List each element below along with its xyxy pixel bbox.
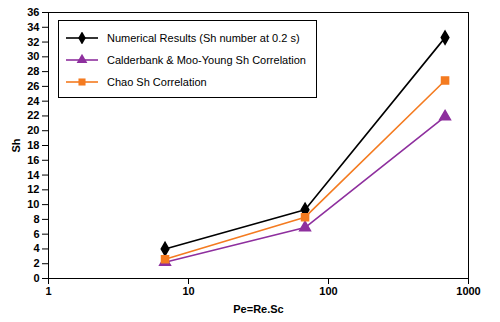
svg-text:34: 34 (27, 21, 40, 33)
html-text:Numerical Results (Sh number a: Numerical Results (Sh number at 0.2 s) (107, 32, 300, 44)
svg-text:4: 4 (33, 242, 40, 254)
svg-text:Sh: Sh (10, 138, 22, 152)
svg-text:32: 32 (27, 36, 39, 48)
svg-text:0: 0 (33, 272, 39, 284)
svg-text:100: 100 (319, 285, 337, 297)
svg-text:12: 12 (27, 183, 39, 195)
svg-text:30: 30 (27, 50, 39, 62)
html-text:Chao Sh Correlation: Chao Sh Correlation (107, 76, 207, 88)
svg-text:1: 1 (45, 285, 51, 297)
svg-text:Pe=Re.Sc: Pe=Re.Sc (233, 303, 283, 315)
svg-text:16: 16 (27, 154, 39, 166)
svg-text:26: 26 (27, 80, 39, 92)
svg-text:28: 28 (27, 65, 39, 77)
svg-text:8: 8 (33, 213, 39, 225)
svg-text:10: 10 (27, 198, 39, 210)
svg-text:10: 10 (182, 285, 194, 297)
svg-text:1000: 1000 (456, 285, 480, 297)
svg-text:36: 36 (27, 6, 39, 18)
svg-text:6: 6 (33, 228, 39, 240)
svg-text:20: 20 (27, 124, 39, 136)
svg-text:24: 24 (27, 95, 40, 107)
svg-text:22: 22 (27, 109, 39, 121)
svg-text:2: 2 (33, 257, 39, 269)
svg-text:18: 18 (27, 139, 39, 151)
svg-text:14: 14 (27, 169, 40, 181)
html-text:Calderbank & Moo-Young Sh Corr: Calderbank & Moo-Young Sh Correlation (107, 54, 306, 66)
